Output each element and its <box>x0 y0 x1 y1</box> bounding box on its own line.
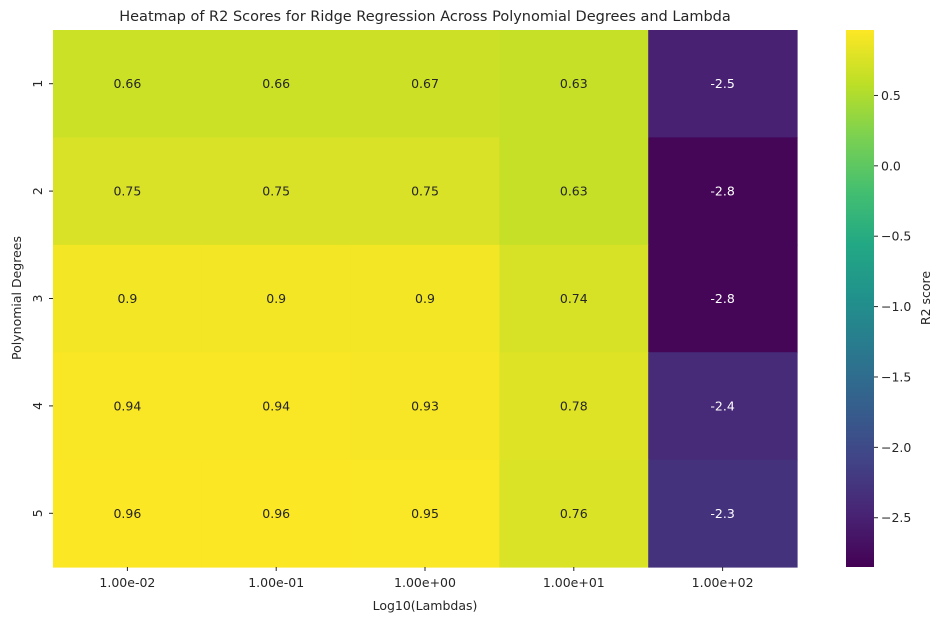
cell-value-label: -2.3 <box>710 506 734 521</box>
y-axis-label: Polynomial Degrees <box>9 236 24 360</box>
cell-value-label: -2.8 <box>710 184 734 199</box>
heatmap-cell <box>499 137 649 246</box>
cell-value-label: 0.78 <box>560 398 588 413</box>
heatmap-cell <box>201 244 352 353</box>
cell-value-label: -2.5 <box>710 76 734 91</box>
heatmap-cell <box>648 137 798 246</box>
cell-value-label: 0.9 <box>117 291 137 306</box>
x-axis: 1.00e-02 1.00e-01 1.00e+00 1.00e+01 1.00e+02 <box>99 567 754 590</box>
heatmap-cell <box>53 244 203 353</box>
heatmap-cell <box>201 30 352 138</box>
x-tick-label: 1.00e-02 <box>99 575 155 590</box>
colorbar-tick-label: −2.5 <box>881 510 911 525</box>
cell-value-label: 0.96 <box>262 506 290 521</box>
y-tick-label: 2 <box>30 187 45 195</box>
colorbar-axis: 0.5 0.0 −0.5 −1.0 −1.5 −2.0 −2.5 <box>874 88 911 525</box>
cell-value-label: 0.93 <box>411 398 439 413</box>
cell-value-label: 0.75 <box>411 184 439 199</box>
heatmap-cell <box>350 352 500 461</box>
heatmap-cell <box>201 352 352 461</box>
cell-value-label: 0.74 <box>560 291 588 306</box>
colorbar-tick-label: −1.0 <box>881 299 911 314</box>
cell-value-label: -2.4 <box>710 398 734 413</box>
heatmap-cell <box>499 352 649 461</box>
y-tick-label: 5 <box>30 509 45 517</box>
heatmap-cell <box>499 30 649 138</box>
cell-value-label: 0.95 <box>411 506 439 521</box>
x-tick-label: 1.00e+01 <box>543 575 605 590</box>
x-tick-label: 1.00e+00 <box>394 575 456 590</box>
heatmap-cell <box>53 352 203 461</box>
colorbar-tick-label: −2.0 <box>881 440 911 455</box>
heatmap-cell <box>350 137 500 246</box>
y-tick-label: 3 <box>30 295 45 303</box>
cell-value-label: 0.75 <box>113 184 141 199</box>
y-tick-label: 4 <box>30 402 45 410</box>
y-tick-label: 1 <box>30 80 45 88</box>
cell-value-label: 0.76 <box>560 506 588 521</box>
x-tick-label: 1.00e-01 <box>248 575 304 590</box>
heatmap-cell <box>53 137 203 246</box>
heatmap-cell <box>648 30 798 138</box>
heatmap-cell <box>53 459 203 568</box>
heatmap-cell <box>648 244 798 353</box>
cell-value-label: 0.9 <box>415 291 435 306</box>
x-tick-label: 1.00e+02 <box>692 575 754 590</box>
heatmap-cell <box>499 244 649 353</box>
colorbar-label: R2 score <box>918 271 933 326</box>
colorbar-tick-label: −0.5 <box>881 229 911 244</box>
heatmap-cell <box>648 459 798 568</box>
cell-value-label: 0.96 <box>113 506 141 521</box>
colorbar <box>846 30 874 567</box>
cell-value-label: 0.75 <box>262 184 290 199</box>
colorbar-tick-label: −1.5 <box>881 369 911 384</box>
cell-value-label: 0.66 <box>113 76 141 91</box>
cell-value-label: 0.94 <box>113 398 141 413</box>
heatmap-cell <box>350 244 500 353</box>
colorbar-tick-label: 0.0 <box>881 158 901 173</box>
x-axis-label: Log10(Lambdas) <box>373 598 478 613</box>
cell-value-label: 0.9 <box>266 291 286 306</box>
chart-title: Heatmap of R2 Scores for Ridge Regressio… <box>119 9 731 25</box>
heatmap-cells: 0.66 0.66 0.67 0.63 -2.5 0.75 0.75 0.75 0.63 -2.8… <box>53 30 798 568</box>
cell-value-label: 0.63 <box>560 76 588 91</box>
cell-value-label: 0.67 <box>411 76 439 91</box>
heatmap-cell <box>499 459 649 568</box>
cell-value-label: 0.66 <box>262 76 290 91</box>
heatmap-cell <box>53 30 203 138</box>
heatmap-cell <box>201 459 352 568</box>
heatmap-cell <box>201 137 352 246</box>
cell-value-label: 0.63 <box>560 184 588 199</box>
cell-value-label: -2.8 <box>710 291 734 306</box>
cell-value-label: 0.94 <box>262 398 290 413</box>
heatmap-cell <box>648 352 798 461</box>
heatmap-cell <box>350 30 500 138</box>
colorbar-tick-label: 0.5 <box>881 88 901 103</box>
heatmap-cell <box>350 459 500 568</box>
y-axis: 1 2 3 4 5 <box>30 80 53 517</box>
